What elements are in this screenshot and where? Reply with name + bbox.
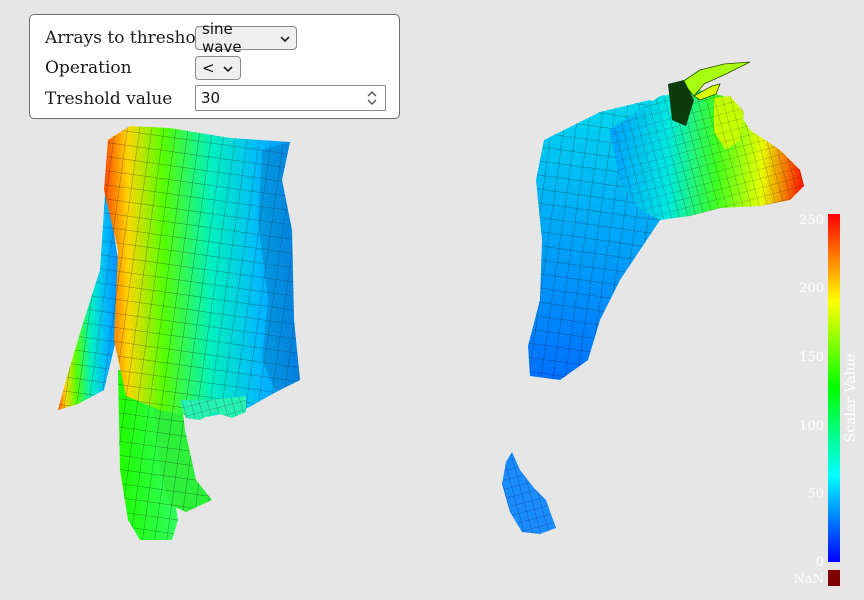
scalar-bar-tick: 200: [799, 281, 824, 296]
operation-row: Operation: [45, 55, 195, 81]
array-label: Arrays to threshold: [45, 28, 213, 48]
cow-body-mesh: [58, 126, 300, 540]
threshold-row: Treshold value: [45, 86, 195, 112]
operation-select[interactable]: <: [195, 56, 241, 80]
cow-head-mesh: [528, 61, 804, 380]
scalar-bar-gradient: [828, 214, 840, 562]
scalar-bar-tick: 50: [807, 487, 824, 502]
threshold-input-value: 30: [201, 89, 221, 107]
chevron-down-icon: [280, 29, 290, 47]
cow-fragment-mesh: [502, 452, 556, 534]
operation-select-value: <: [202, 59, 215, 77]
operation-label: Operation: [45, 58, 132, 78]
scalar-bar-tick: 0: [816, 555, 824, 570]
nan-label: NaN: [793, 572, 824, 587]
scalar-bar-tick: 150: [799, 350, 824, 365]
threshold-controls-panel: Arrays to threshold sine wave Operation …: [29, 14, 400, 119]
scalar-bar-tick: 250: [799, 213, 824, 228]
threshold-label: Treshold value: [45, 89, 173, 109]
scalar-bar-title: Scalar Value: [843, 354, 859, 443]
array-select[interactable]: sine wave: [195, 20, 297, 56]
spinner-icon[interactable]: [363, 88, 381, 108]
scalar-bar: Scalar Value 250 200 150 100 50 0 NaN: [793, 213, 859, 587]
array-row: Arrays to threshold: [45, 25, 213, 51]
array-select-value: sine wave: [202, 20, 242, 56]
scalar-bar-tick: 100: [799, 419, 824, 434]
nan-swatch: [828, 570, 840, 586]
threshold-input[interactable]: 30: [195, 85, 386, 111]
chevron-down-icon: [223, 59, 233, 77]
